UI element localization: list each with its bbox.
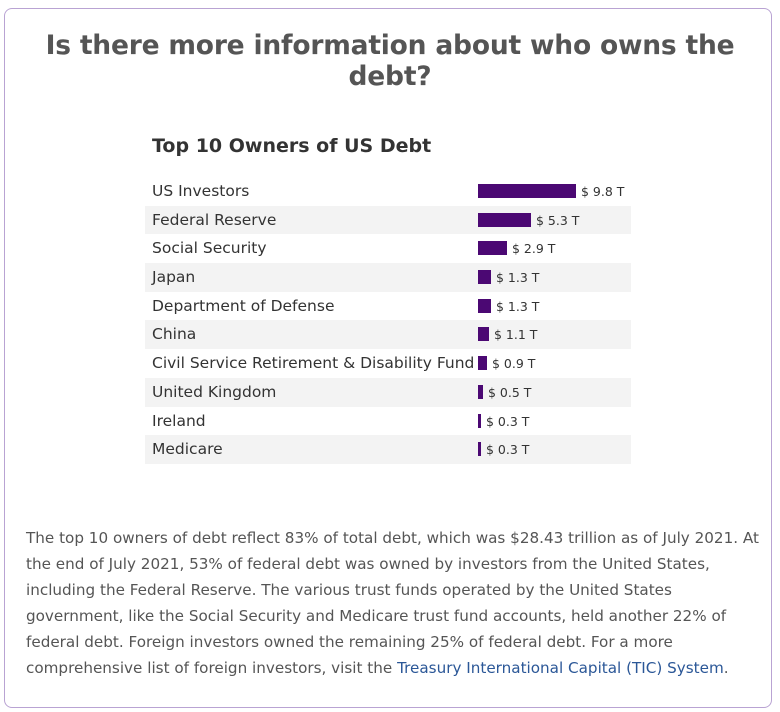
bar: [478, 298, 491, 313]
bar-value-label: $ 0.3 T: [486, 413, 530, 429]
bar-row: China $ 1.1 T: [145, 320, 631, 350]
section-heading: Is there more information about who owns…: [45, 30, 735, 92]
bar-value-label: $ 2.9 T: [512, 241, 556, 257]
bar-value-label: $ 5.3 T: [536, 212, 580, 228]
bar-row: Ireland $ 0.3 T: [145, 407, 631, 436]
bar-label: China: [152, 325, 197, 344]
bar-label: US Investors: [152, 182, 250, 200]
bar-chart: US Investors $ 9.8 T Federal Reserve $ 5.3 …: [145, 177, 631, 464]
bar-value-label: $ 1.3 T: [496, 298, 540, 314]
bar-label: Federal Reserve: [152, 210, 277, 229]
info-card: [4, 8, 772, 708]
bar-label: Japan: [152, 268, 196, 287]
bar-label: Medicare: [152, 440, 223, 459]
bar-value-label: $ 0.3 T: [486, 442, 530, 458]
bar: [478, 184, 576, 198]
bar-label: Ireland: [152, 411, 206, 430]
bar-value-label: $ 0.9 T: [492, 356, 536, 372]
bar-row: Federal Reserve $ 5.3 T: [145, 205, 631, 235]
bar-label: Civil Service Retirement & Disability Fu…: [152, 354, 475, 373]
bar: [478, 413, 481, 428]
bar-label: United Kingdom: [152, 382, 277, 401]
bar-value-label: $ 1.1 T: [494, 327, 538, 343]
bar-row: United Kingdom $ 0.5 T: [145, 377, 631, 407]
bar: [478, 356, 487, 371]
tic-system-link[interactable]: Treasury International Capital (TIC) Sys…: [397, 659, 724, 677]
bar-value-label: $ 9.8 T: [581, 184, 625, 199]
bar: [478, 327, 489, 342]
description-paragraph: The top 10 owners of debt reflect 83% of…: [26, 525, 761, 681]
bar: [478, 241, 507, 256]
bar-row: Civil Service Retirement & Disability Fu…: [145, 349, 631, 378]
bar: [478, 270, 491, 285]
bar: [478, 442, 481, 457]
bar-value-label: $ 1.3 T: [496, 270, 540, 286]
bar-row: Japan $ 1.3 T: [145, 263, 631, 292]
bar: [478, 384, 483, 399]
bar-value-label: $ 0.5 T: [488, 384, 532, 400]
description-end: .: [723, 659, 729, 677]
description-text: The top 10 owners of debt reflect 83% of…: [26, 529, 759, 677]
bar-row: US Investors $ 9.8 T: [145, 177, 631, 206]
bar-label: Social Security: [152, 239, 267, 258]
bar-row: Department of Defense $ 1.3 T: [145, 292, 631, 321]
bar-row: Medicare $ 0.3 T: [145, 435, 631, 464]
bar: [478, 212, 531, 227]
bar-row: Social Security $ 2.9 T: [145, 234, 631, 263]
bar-label: Department of Defense: [152, 296, 335, 315]
chart-title: Top 10 Owners of US Debt: [152, 135, 432, 157]
